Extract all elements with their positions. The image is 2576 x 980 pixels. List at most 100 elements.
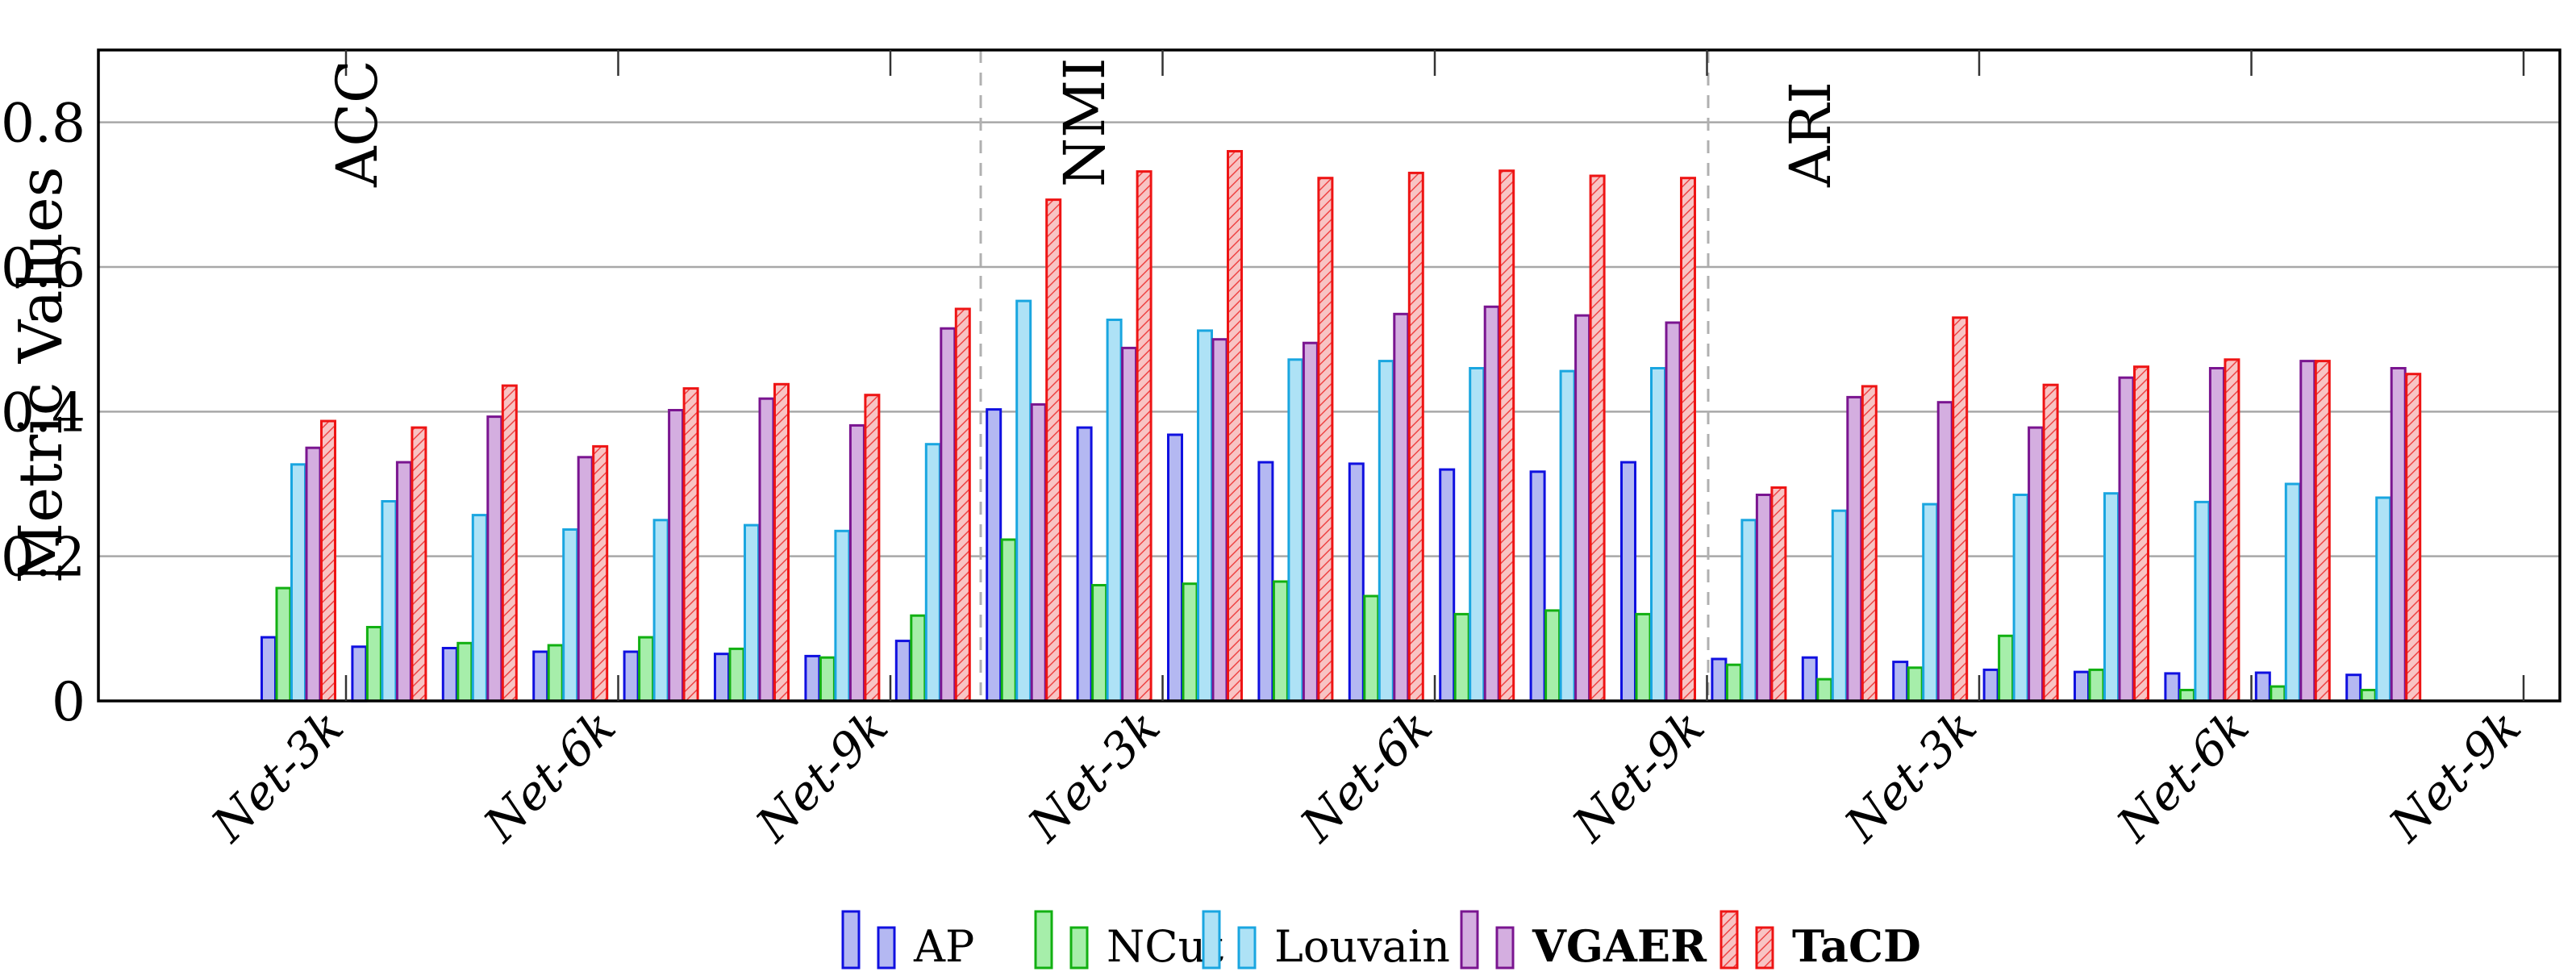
x-tick-label: Net-9k	[1561, 699, 1715, 853]
bar-louvain	[1922, 503, 1939, 703]
bar-ap	[2345, 673, 2362, 703]
y-tick-label: 0	[52, 671, 85, 733]
x-tick-label: Net-3k	[1016, 699, 1170, 853]
bar-louvain	[2284, 482, 2301, 703]
bar-ncut	[2088, 668, 2105, 703]
bar-ncut	[1363, 594, 1380, 703]
bar-vgaer	[668, 409, 685, 703]
section-label: ARI	[1778, 81, 1844, 188]
bar-ap	[1711, 657, 1728, 703]
bar-louvain	[2375, 496, 2392, 703]
x-tick-label: Net-6k	[1289, 699, 1443, 853]
bar-ncut	[1453, 612, 1470, 703]
bar-vgaer	[1936, 401, 1953, 703]
bar-ap	[2254, 671, 2271, 703]
bar-louvain	[1650, 367, 1666, 703]
bar-louvain	[290, 463, 306, 703]
bar-louvain	[1559, 369, 1576, 703]
legend-swatch	[1069, 926, 1089, 970]
bar-ncut	[547, 644, 564, 703]
bar-ap	[1348, 462, 1365, 703]
bar-louvain	[381, 500, 398, 703]
bar-tacd	[682, 387, 699, 703]
legend-swatch	[1034, 910, 1053, 970]
bar-ap	[1892, 661, 1909, 703]
bar-tacd	[2133, 365, 2149, 703]
bar-ncut	[728, 647, 745, 703]
bar-louvain	[1197, 329, 1213, 703]
bar-ncut	[1725, 663, 1742, 703]
bar-louvain	[834, 529, 851, 703]
bar-ncut	[1182, 582, 1198, 703]
bar-ap	[804, 654, 821, 703]
bar-tacd	[1136, 170, 1153, 703]
bar-ncut	[2270, 685, 2286, 703]
x-tick-label: Net-9k	[2378, 699, 2532, 853]
bar-louvain	[1106, 319, 1123, 703]
bar-ap	[441, 647, 458, 703]
bar-vgaer	[2299, 360, 2316, 703]
bar-louvain	[471, 514, 488, 703]
bar-vgaer	[1665, 321, 1682, 703]
bar-ap	[1167, 433, 1183, 703]
bar-vgaer	[758, 397, 775, 703]
bar-vgaer	[1030, 402, 1047, 703]
bar-louvain	[562, 528, 579, 703]
bar-louvain	[1831, 509, 1848, 703]
x-tick-label: Net-6k	[2105, 699, 2259, 853]
bar-ap	[261, 636, 277, 703]
legend-swatch	[841, 910, 861, 970]
bar-tacd	[1680, 177, 1696, 703]
bar-tacd	[1317, 177, 1334, 703]
section-label: ACC	[324, 60, 390, 188]
bar-louvain	[652, 519, 669, 703]
bar-tacd	[1952, 316, 1969, 703]
bar-vgaer	[2208, 367, 2225, 703]
bar-vgaer	[1302, 341, 1319, 703]
bar-ap	[2074, 670, 2090, 703]
bar-vgaer	[1574, 314, 1591, 703]
bar-ncut	[819, 656, 836, 703]
bar-tacd	[773, 382, 790, 703]
bar-louvain	[2103, 492, 2120, 703]
bar-vgaer	[577, 456, 594, 703]
bar-ap	[2164, 672, 2181, 703]
bar-ap	[714, 653, 730, 703]
bar-tacd	[2224, 358, 2240, 703]
bar-ap	[1076, 426, 1093, 703]
bar-ap	[986, 408, 1002, 703]
bar-tacd	[864, 394, 881, 703]
bar-tacd	[411, 426, 427, 703]
bar-tacd	[501, 384, 518, 703]
bar-ap	[1257, 461, 1274, 703]
bar-ap	[1982, 668, 1999, 703]
x-tick-label: Net-6k	[472, 699, 626, 853]
x-tick-label: Net-3k	[200, 699, 354, 853]
bar-ncut	[1998, 634, 2015, 703]
bar-ncut	[1272, 580, 1289, 703]
bar-vgaer	[1755, 494, 1772, 703]
bar-ncut	[456, 641, 473, 703]
legend-swatch	[1237, 926, 1257, 970]
y-axis-label: Metric Values	[6, 166, 76, 583]
bar-ncut	[365, 626, 382, 703]
bar-tacd	[1407, 171, 1424, 703]
bar-louvain	[1469, 367, 1486, 703]
plot-frame	[97, 48, 2561, 703]
bar-vgaer	[1211, 338, 1228, 703]
x-tick-label: Net-9k	[744, 699, 898, 853]
bar-ncut	[1635, 612, 1652, 703]
bar-vgaer	[1121, 346, 1138, 703]
legend-swatch	[1460, 910, 1479, 970]
bar-louvain	[1378, 360, 1394, 703]
legend-swatch	[1719, 910, 1739, 970]
bar-louvain	[1740, 519, 1757, 703]
bar-tacd	[1045, 198, 1062, 703]
bar-ncut	[1091, 584, 1108, 703]
bar-louvain	[2194, 500, 2211, 703]
bar-ncut	[2178, 689, 2195, 703]
bar-ncut	[1544, 609, 1561, 703]
y-tick-label: 0.4	[1, 382, 85, 444]
section-label: NMI	[1052, 57, 1118, 187]
bar-vgaer	[486, 415, 503, 703]
